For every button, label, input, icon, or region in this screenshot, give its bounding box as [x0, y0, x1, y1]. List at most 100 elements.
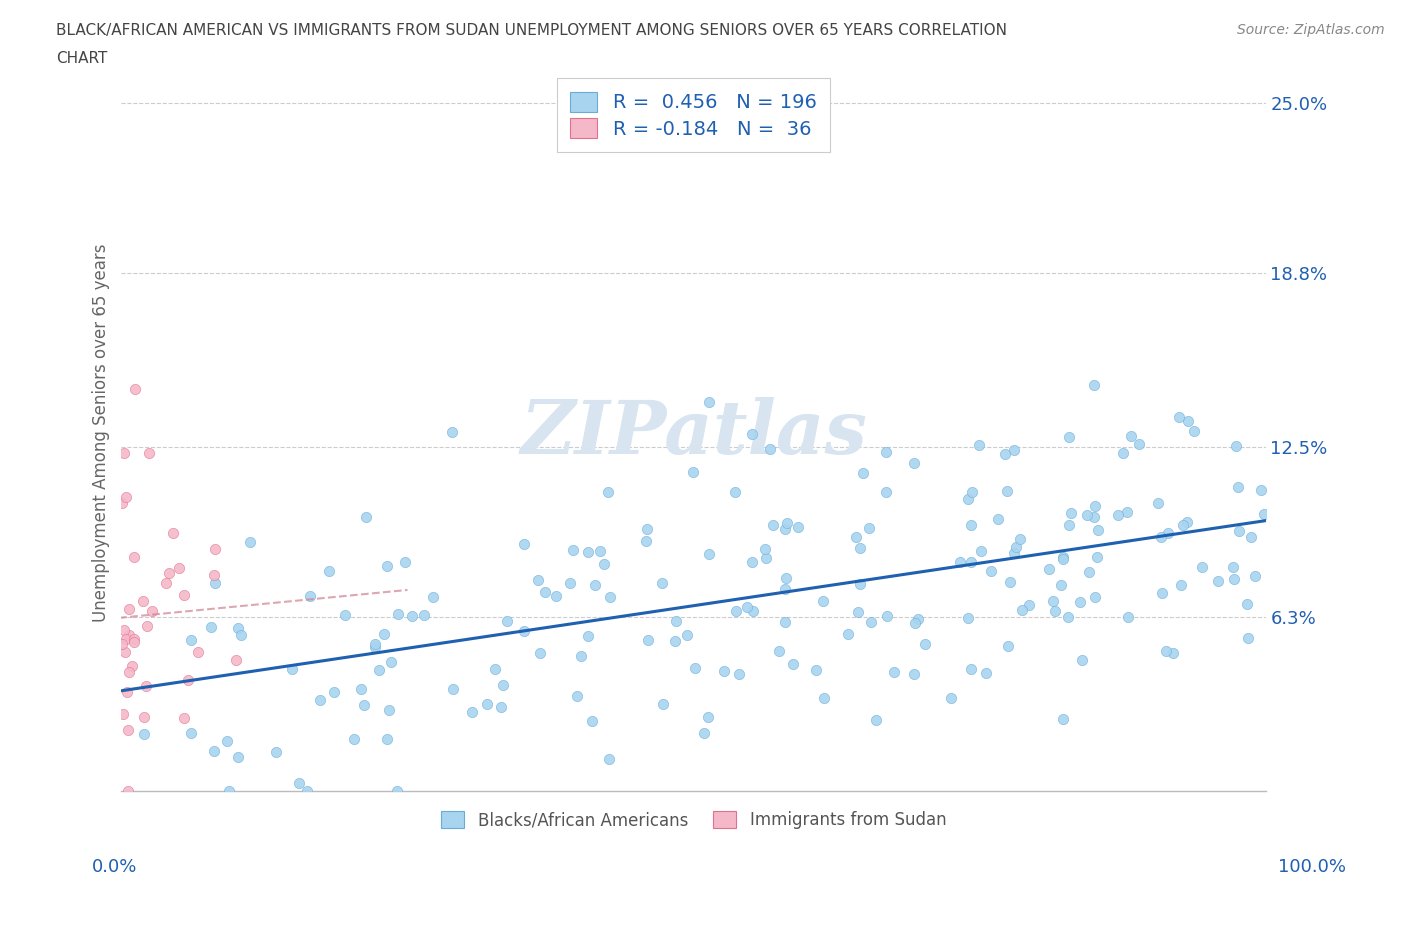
Point	[1154, 643, 1177, 658]
Point	[571, 648, 593, 663]
Point	[413, 607, 436, 622]
Point	[636, 533, 658, 548]
Point	[1171, 517, 1194, 532]
Point	[576, 545, 599, 560]
Point	[970, 544, 993, 559]
Legend: Blacks/African Americans, Immigrants from Sudan: Blacks/African Americans, Immigrants fro…	[434, 804, 953, 836]
Point	[226, 620, 249, 635]
Point	[787, 520, 810, 535]
Point	[939, 690, 962, 705]
Point	[202, 567, 225, 582]
Point	[865, 712, 887, 727]
Point	[813, 593, 835, 608]
Point	[593, 556, 616, 571]
Point	[636, 522, 658, 537]
Point	[378, 703, 401, 718]
Point	[775, 571, 797, 586]
Point	[122, 550, 145, 565]
Point	[859, 615, 882, 630]
Point	[995, 484, 1018, 498]
Point	[124, 381, 146, 396]
Point	[180, 725, 202, 740]
Point	[298, 589, 321, 604]
Point	[1152, 585, 1174, 600]
Point	[491, 699, 513, 714]
Point	[813, 691, 835, 706]
Point	[422, 589, 444, 604]
Point	[118, 665, 141, 680]
Point	[1227, 480, 1250, 495]
Point	[883, 665, 905, 680]
Point	[652, 697, 675, 711]
Point	[173, 711, 195, 726]
Point	[475, 697, 498, 711]
Point	[441, 682, 464, 697]
Point	[651, 576, 673, 591]
Point	[773, 522, 796, 537]
Point	[1236, 631, 1258, 645]
Point	[122, 631, 145, 646]
Point	[741, 554, 763, 569]
Point	[1119, 429, 1142, 444]
Point	[758, 442, 780, 457]
Point	[118, 602, 141, 617]
Point	[218, 783, 240, 798]
Point	[380, 655, 402, 670]
Point	[849, 576, 872, 591]
Point	[1043, 604, 1066, 618]
Point	[1253, 507, 1275, 522]
Point	[1150, 530, 1173, 545]
Point	[111, 637, 134, 652]
Point	[1018, 598, 1040, 613]
Point	[318, 564, 340, 578]
Point	[875, 485, 897, 499]
Point	[596, 485, 619, 499]
Point	[333, 608, 356, 623]
Point	[356, 510, 378, 525]
Point	[960, 554, 983, 569]
Point	[132, 594, 155, 609]
Point	[401, 608, 423, 623]
Point	[215, 734, 238, 749]
Point	[350, 682, 373, 697]
Point	[1000, 575, 1022, 590]
Point	[1042, 593, 1064, 608]
Point	[368, 662, 391, 677]
Point	[1170, 578, 1192, 592]
Point	[529, 645, 551, 660]
Point	[115, 489, 138, 504]
Point	[124, 634, 146, 649]
Point	[1107, 507, 1129, 522]
Point	[741, 427, 763, 442]
Point	[1059, 430, 1081, 445]
Point	[875, 445, 897, 459]
Point	[1175, 514, 1198, 529]
Point	[768, 644, 790, 658]
Point	[375, 559, 398, 574]
Point	[111, 496, 134, 511]
Point	[1085, 550, 1108, 565]
Point	[682, 464, 704, 479]
Point	[177, 672, 200, 687]
Point	[135, 679, 157, 694]
Point	[141, 604, 163, 618]
Point	[1057, 518, 1080, 533]
Point	[117, 783, 139, 798]
Point	[121, 658, 143, 673]
Point	[112, 707, 135, 722]
Point	[461, 704, 484, 719]
Point	[1052, 711, 1074, 726]
Point	[162, 525, 184, 540]
Point	[533, 585, 555, 600]
Point	[1244, 569, 1267, 584]
Point	[735, 599, 758, 614]
Point	[567, 688, 589, 703]
Point	[343, 732, 366, 747]
Point	[373, 626, 395, 641]
Point	[1161, 645, 1184, 660]
Point	[683, 661, 706, 676]
Point	[693, 725, 716, 740]
Point	[167, 560, 190, 575]
Point	[599, 590, 621, 604]
Point	[288, 776, 311, 790]
